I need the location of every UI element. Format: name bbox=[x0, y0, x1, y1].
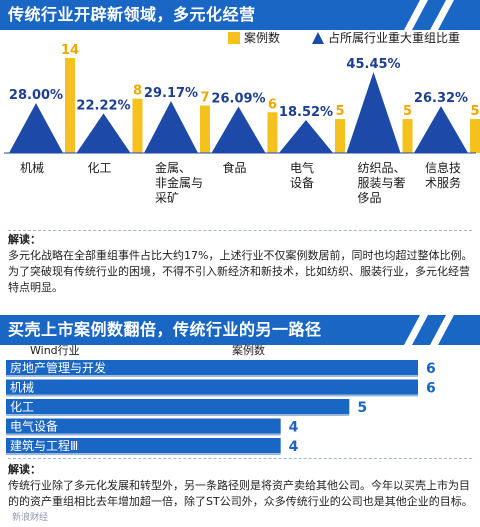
case-count-value: 4 bbox=[289, 420, 299, 436]
divider-line bbox=[8, 230, 472, 231]
case-count-value: 6 bbox=[426, 381, 436, 397]
case-count-data-label: 14 bbox=[61, 44, 79, 58]
industry-bar bbox=[6, 379, 418, 395]
bottom-section-banner: 买壳上市案例数翻倍，传统行业的另一路径 bbox=[0, 315, 480, 345]
share-data-label: 45.45% bbox=[346, 57, 400, 72]
category-label: 化工 bbox=[88, 161, 112, 175]
bar-shadow bbox=[6, 394, 418, 397]
column-header-count: 案例数 bbox=[232, 343, 265, 357]
industry-bar bbox=[6, 418, 281, 434]
industry-bar bbox=[6, 360, 418, 375]
case-count-value: 4 bbox=[289, 439, 299, 455]
industry-label: 房地产管理与开发 bbox=[10, 360, 106, 375]
industry-bar bbox=[6, 438, 281, 453]
share-data-label: 29.17% bbox=[144, 86, 198, 101]
share-data-label: 26.09% bbox=[211, 92, 265, 107]
share-data-label: 22.22% bbox=[76, 98, 130, 113]
share-triangle bbox=[144, 101, 198, 153]
legend-square-icon bbox=[228, 32, 240, 44]
category-label: 金属、 bbox=[155, 160, 191, 175]
bottom-section-title: 买壳上市案例数翻倍，传统行业的另一路径 bbox=[8, 320, 322, 339]
industry-label: 机械 bbox=[10, 380, 34, 395]
bottom-interpretation: 解读： 传统行业除了多元化发展和转型外，另一条路径则是将资产卖给其他公司。今年以… bbox=[8, 462, 474, 510]
interpretation-text: 传统行业除了多元化发展和转型外，另一条路径则是将资产卖给其他公司。今年以买壳上市… bbox=[8, 479, 473, 508]
share-triangle bbox=[9, 103, 63, 153]
bar-shadow bbox=[6, 414, 350, 416]
interpretation-text: 多元化战略在全部重组事件占比大约17%，上述行业不仅案例数居前，同时也均超过整体… bbox=[8, 249, 473, 294]
column-header-industry: Wind行业 bbox=[30, 344, 80, 357]
share-triangle bbox=[211, 106, 266, 153]
case-count-bar bbox=[132, 98, 143, 153]
case-count-data-label: 8 bbox=[133, 84, 142, 99]
category-label: 设备 bbox=[290, 176, 314, 190]
share-triangle bbox=[414, 106, 468, 153]
case-count-data-label: 5 bbox=[335, 104, 344, 119]
industry-label: 电气设备 bbox=[10, 419, 58, 434]
case-count-data-label: 6 bbox=[268, 97, 277, 112]
watermark-logo: 新浪财经 bbox=[12, 513, 49, 523]
legend-triangle-icon bbox=[312, 32, 324, 44]
category-label: 非金属与 bbox=[155, 175, 203, 190]
industry-label: 化工 bbox=[10, 400, 34, 414]
backdoor-listing-chart: Wind行业 案例数 房地产管理与开发 6 机械 6 化工 5 电气设备 4 建筑与工程Ⅲ 4 bbox=[6, 343, 436, 455]
case-count-data-label: 5 bbox=[470, 104, 479, 119]
category-label: 食品 bbox=[223, 160, 247, 175]
category-label: 术服务 bbox=[425, 175, 461, 190]
top-section-title: 传统行业开辟新领域，多元化经营 bbox=[8, 5, 256, 24]
case-count-data-label: 7 bbox=[200, 91, 209, 106]
industry-bar bbox=[6, 399, 350, 414]
share-triangle bbox=[76, 113, 131, 153]
bar-shadow bbox=[6, 375, 418, 377]
interpretation-label: 解读： bbox=[8, 233, 41, 246]
industry-label: 建筑与工程Ⅲ bbox=[10, 438, 78, 453]
case-count-data-label: 5 bbox=[403, 104, 412, 119]
share-data-label: 26.32% bbox=[414, 91, 468, 106]
banner-background bbox=[0, 315, 480, 345]
category-label: 机械 bbox=[20, 160, 44, 175]
category-label: 侈品 bbox=[358, 191, 382, 205]
case-count-value: 6 bbox=[426, 361, 436, 377]
category-label: 信息技 bbox=[425, 160, 461, 175]
case-count-bar bbox=[65, 58, 75, 153]
legend-label: 占所属行业重大重组比重 bbox=[328, 31, 461, 45]
case-count-bar bbox=[470, 119, 480, 153]
share-triangle bbox=[279, 119, 333, 153]
share-data-label: 18.52% bbox=[279, 105, 333, 120]
interpretation-label: 解读： bbox=[8, 463, 41, 476]
divider-line bbox=[8, 458, 472, 459]
case-count-bar bbox=[402, 119, 413, 153]
share-triangle bbox=[346, 72, 401, 153]
bar-shadow bbox=[6, 453, 281, 455]
case-count-value: 5 bbox=[357, 400, 367, 416]
category-label: 电气 bbox=[290, 160, 314, 175]
share-data-label: 28.00% bbox=[9, 88, 63, 103]
category-label: 采矿 bbox=[155, 191, 179, 205]
top-interpretation: 解读： 多元化战略在全部重组事件占比大约17%，上述行业不仅案例数居前，同时也均… bbox=[8, 232, 474, 296]
legend-item-share: 占所属行业重大重组比重 bbox=[312, 30, 460, 46]
banner-background bbox=[0, 0, 480, 30]
top-section-banner: 传统行业开辟新领域，多元化经营 bbox=[0, 0, 480, 30]
bar-shadow bbox=[6, 433, 281, 436]
category-label: 纺织品、 bbox=[358, 161, 406, 175]
case-count-bar bbox=[200, 105, 210, 153]
case-count-bar bbox=[267, 112, 278, 153]
case-count-bar bbox=[335, 119, 345, 153]
legend-item-case-count: 案例数 bbox=[228, 30, 280, 46]
legend-label: 案例数 bbox=[244, 31, 281, 45]
category-label: 服装与奢 bbox=[358, 176, 406, 190]
